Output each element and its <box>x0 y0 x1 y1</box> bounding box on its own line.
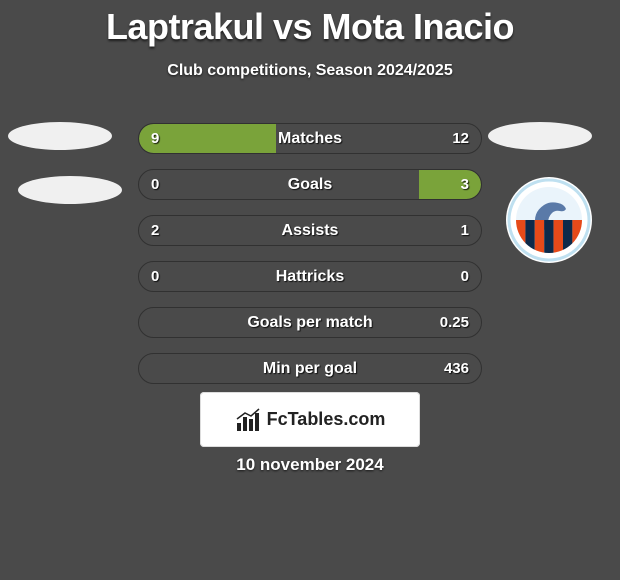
player-right-photo-1 <box>488 122 592 150</box>
stat-label: Goals per match <box>139 308 481 337</box>
stat-label: Min per goal <box>139 354 481 383</box>
stat-value-right: 3 <box>461 170 469 199</box>
club-crest-icon <box>506 177 592 263</box>
comparison-title: Laptrakul vs Mota Inacio <box>0 0 620 48</box>
comparison-subtitle: Club competitions, Season 2024/2025 <box>0 62 620 80</box>
stat-label: Goals <box>139 170 481 199</box>
stat-value-left: 2 <box>151 216 159 245</box>
stat-value-right: 12 <box>452 124 469 153</box>
stat-value-right: 0 <box>461 262 469 291</box>
stat-row: Goals per match0.25 <box>138 307 482 338</box>
stat-value-right: 0.25 <box>440 308 469 337</box>
player-left-photo-2 <box>18 176 122 204</box>
player-left-photo-1 <box>8 122 112 150</box>
stat-value-right: 1 <box>461 216 469 245</box>
stat-label: Matches <box>139 124 481 153</box>
stat-row: Goals0 3 <box>138 169 482 200</box>
source-badge-text: FcTables.com <box>267 409 386 430</box>
fctables-logo-icon <box>235 407 261 433</box>
stat-row: Min per goal436 <box>138 353 482 384</box>
stat-row: Hattricks0 0 <box>138 261 482 292</box>
stat-value-left: 9 <box>151 124 159 153</box>
club-crest-right <box>506 177 592 263</box>
snapshot-date: 10 november 2024 <box>0 455 620 475</box>
stat-value-left: 0 <box>151 170 159 199</box>
stat-label: Hattricks <box>139 262 481 291</box>
source-badge: FcTables.com <box>200 392 420 447</box>
stat-row: Assists2 1 <box>138 215 482 246</box>
stat-value-left: 0 <box>151 262 159 291</box>
stat-value-right: 436 <box>444 354 469 383</box>
comparison-chart: Matches912Goals03Assists21Hattricks00Goa… <box>138 123 482 399</box>
stat-label: Assists <box>139 216 481 245</box>
stat-row: Matches9 12 <box>138 123 482 154</box>
